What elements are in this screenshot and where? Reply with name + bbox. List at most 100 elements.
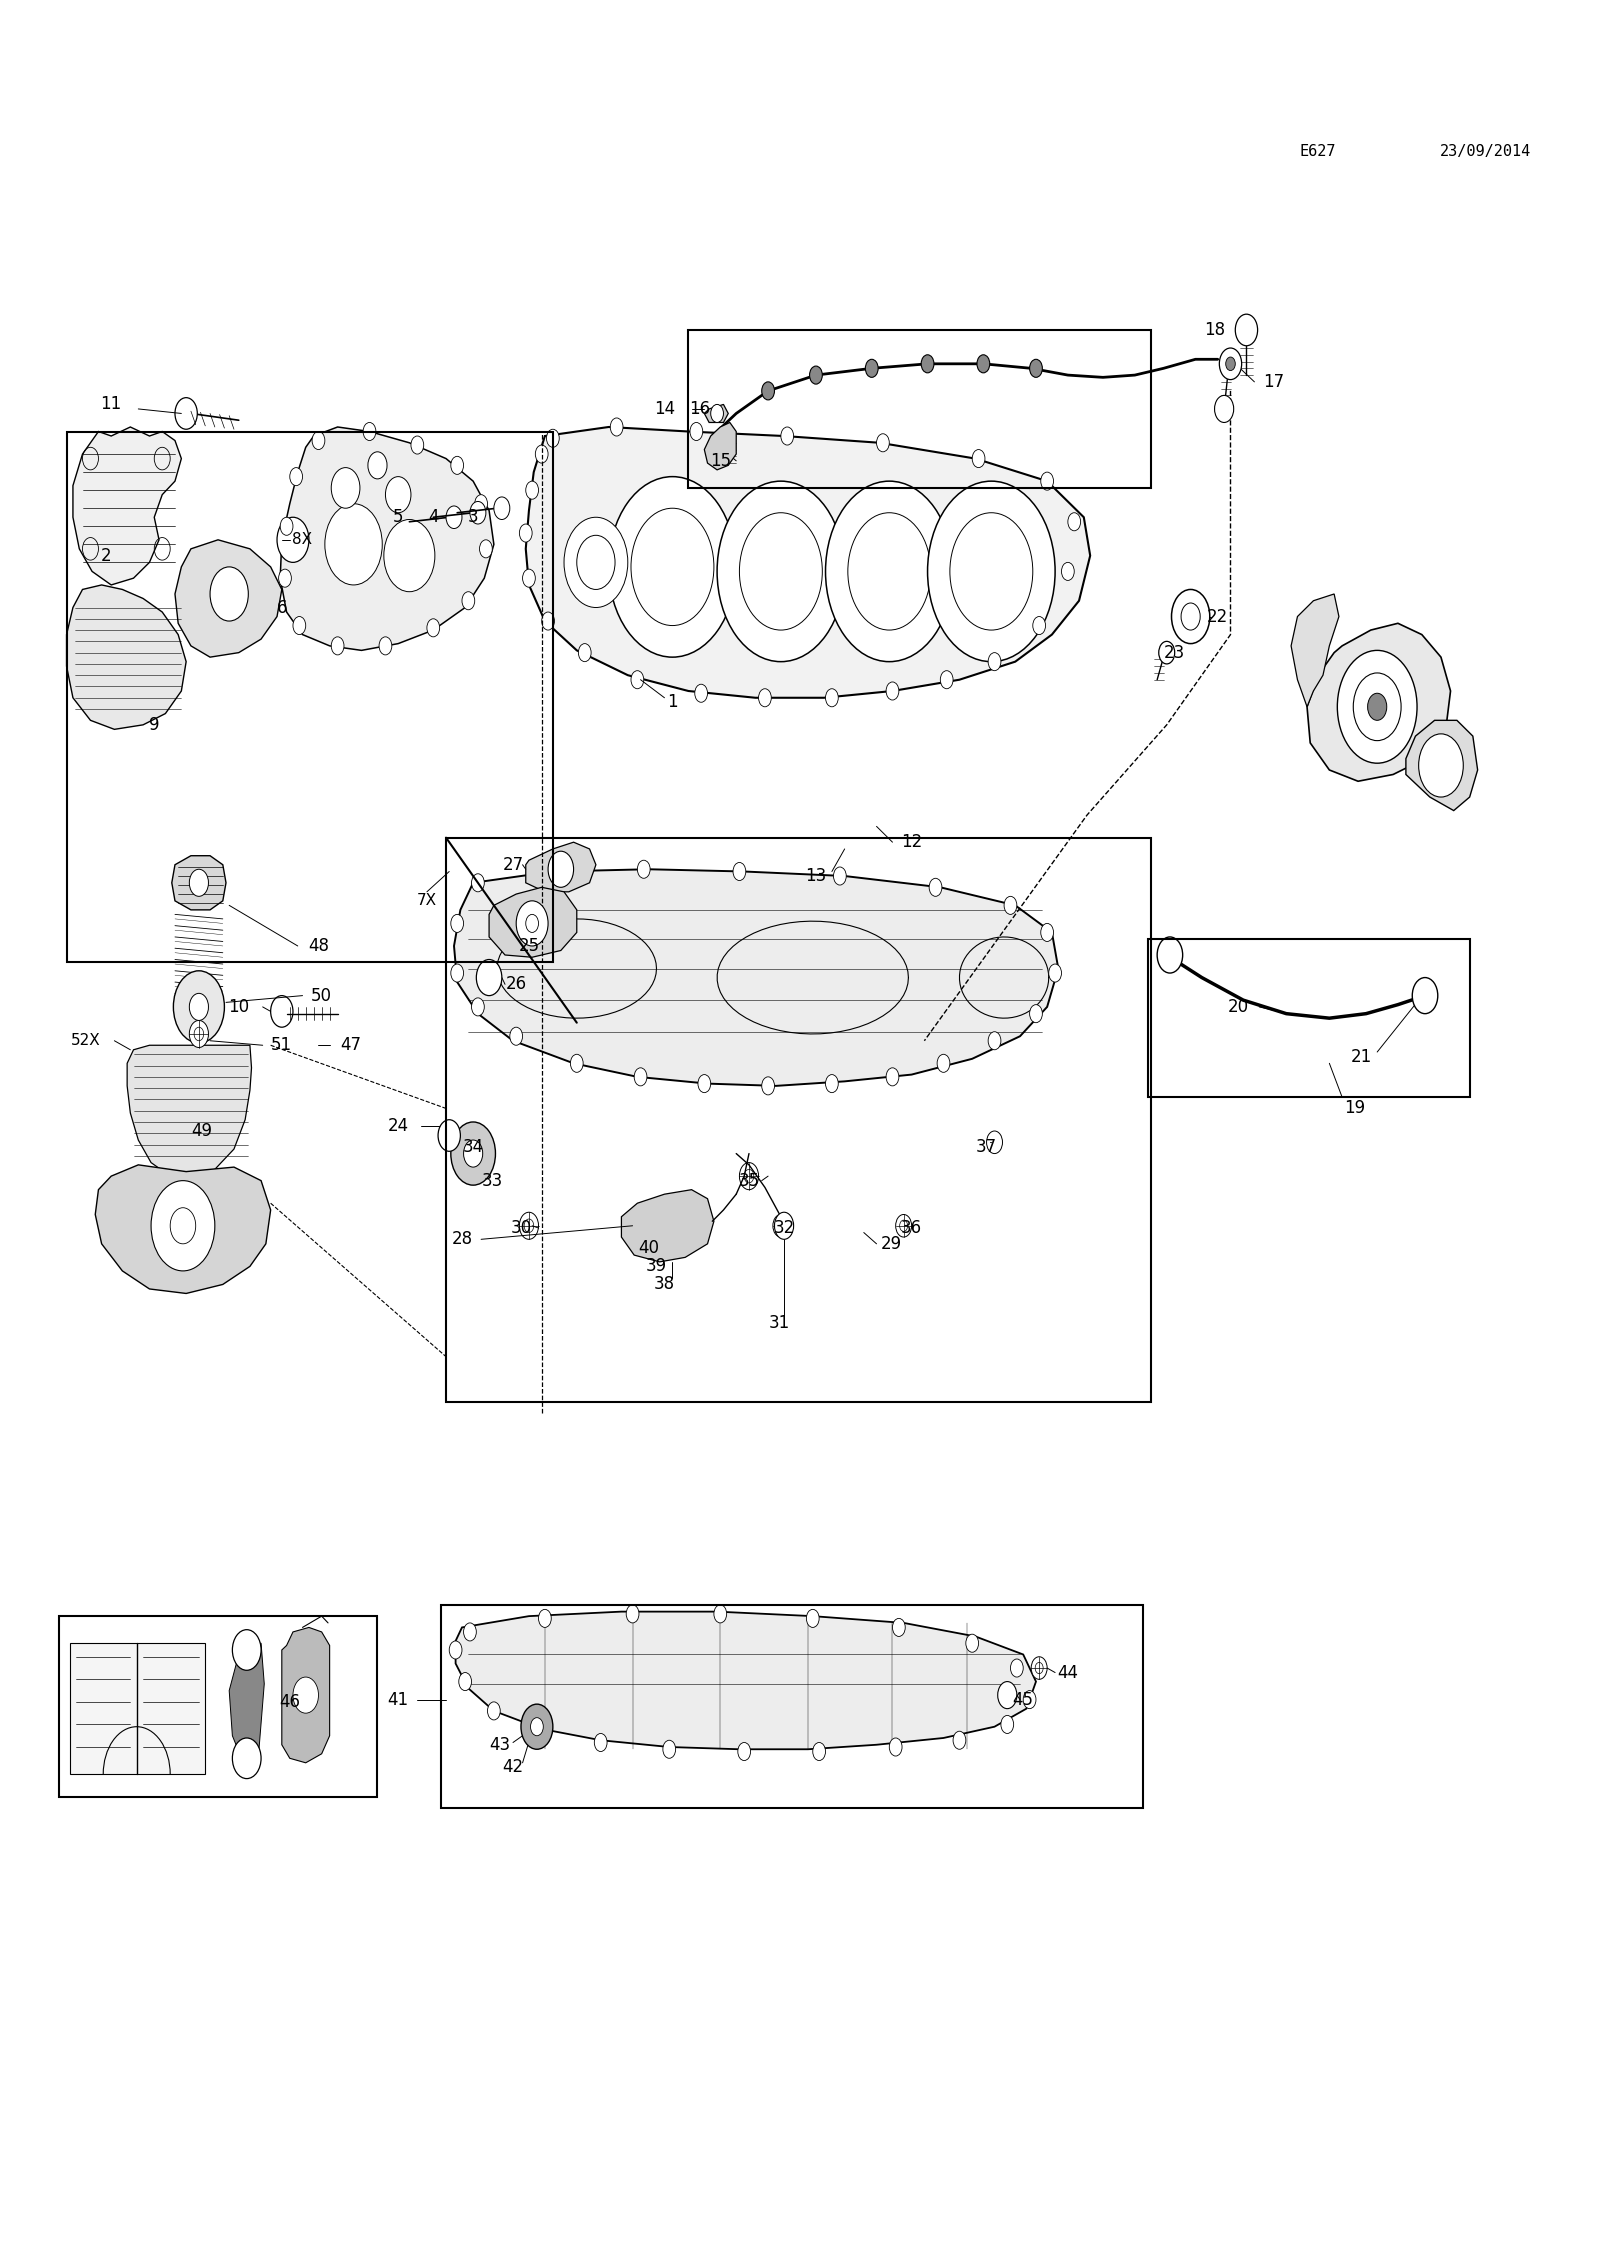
- Circle shape: [877, 434, 890, 452]
- Circle shape: [464, 1140, 483, 1167]
- Circle shape: [312, 432, 325, 450]
- Bar: [446, 837, 1150, 1402]
- Circle shape: [277, 518, 309, 563]
- Circle shape: [174, 398, 197, 430]
- Circle shape: [331, 468, 360, 509]
- Circle shape: [488, 1701, 501, 1719]
- Text: 22: 22: [1206, 608, 1229, 627]
- Circle shape: [848, 513, 931, 631]
- Circle shape: [978, 355, 990, 373]
- Bar: [67, 432, 554, 961]
- Circle shape: [1035, 1663, 1043, 1674]
- Polygon shape: [1307, 624, 1451, 780]
- Circle shape: [938, 1054, 950, 1072]
- Text: 50: 50: [310, 986, 333, 1004]
- Circle shape: [744, 1169, 754, 1183]
- Text: 49: 49: [192, 1122, 213, 1140]
- Text: 4: 4: [429, 509, 438, 527]
- Text: 12: 12: [901, 832, 922, 851]
- Circle shape: [1181, 604, 1200, 631]
- Polygon shape: [704, 423, 736, 470]
- Circle shape: [379, 638, 392, 656]
- Circle shape: [733, 862, 746, 880]
- Circle shape: [886, 1068, 899, 1086]
- Circle shape: [1061, 563, 1074, 581]
- Circle shape: [1354, 672, 1402, 740]
- Circle shape: [690, 423, 702, 441]
- Circle shape: [1040, 473, 1053, 491]
- Text: 19: 19: [1344, 1099, 1365, 1117]
- Circle shape: [470, 502, 486, 525]
- Bar: [688, 330, 1150, 489]
- Text: 52X: 52X: [70, 1034, 101, 1047]
- Polygon shape: [171, 855, 226, 909]
- Circle shape: [331, 638, 344, 656]
- Text: 1: 1: [667, 692, 678, 710]
- Circle shape: [1419, 733, 1464, 796]
- Polygon shape: [229, 1642, 264, 1767]
- Circle shape: [1002, 1715, 1014, 1733]
- Circle shape: [762, 1077, 774, 1095]
- Polygon shape: [704, 405, 728, 423]
- Text: E627: E627: [1299, 145, 1336, 158]
- Circle shape: [526, 482, 539, 500]
- Circle shape: [714, 1604, 726, 1622]
- Text: 13: 13: [805, 866, 827, 884]
- Text: 21: 21: [1350, 1047, 1371, 1065]
- Text: 42: 42: [502, 1758, 523, 1776]
- Text: 45: 45: [1013, 1690, 1034, 1708]
- Circle shape: [717, 482, 845, 663]
- Circle shape: [451, 914, 464, 932]
- Polygon shape: [456, 1611, 1035, 1749]
- Text: 43: 43: [490, 1735, 510, 1753]
- Circle shape: [630, 672, 643, 688]
- Circle shape: [930, 878, 942, 896]
- Circle shape: [270, 995, 293, 1027]
- Circle shape: [774, 1212, 794, 1240]
- Text: 10: 10: [229, 998, 250, 1016]
- Circle shape: [480, 541, 493, 559]
- Circle shape: [542, 613, 555, 631]
- Polygon shape: [96, 1165, 270, 1294]
- Polygon shape: [454, 869, 1058, 1086]
- Circle shape: [826, 1074, 838, 1093]
- Circle shape: [954, 1730, 966, 1749]
- Polygon shape: [526, 428, 1090, 697]
- Circle shape: [739, 513, 822, 631]
- Circle shape: [494, 498, 510, 520]
- Circle shape: [547, 430, 560, 448]
- Circle shape: [899, 1219, 907, 1231]
- Circle shape: [738, 1742, 750, 1760]
- Circle shape: [626, 1604, 638, 1622]
- Text: 27: 27: [502, 855, 523, 873]
- Circle shape: [826, 482, 954, 663]
- Text: 35: 35: [739, 1172, 760, 1190]
- Circle shape: [189, 1020, 208, 1047]
- Circle shape: [520, 525, 533, 543]
- Circle shape: [989, 1031, 1002, 1050]
- Circle shape: [1214, 396, 1234, 423]
- Circle shape: [194, 1027, 203, 1041]
- Circle shape: [634, 1068, 646, 1086]
- Circle shape: [411, 437, 424, 455]
- Text: 39: 39: [646, 1258, 667, 1276]
- Circle shape: [438, 1120, 461, 1151]
- Text: 26: 26: [506, 975, 526, 993]
- Circle shape: [966, 1633, 979, 1651]
- Text: 15: 15: [710, 452, 731, 470]
- Circle shape: [576, 536, 614, 590]
- Circle shape: [637, 860, 650, 878]
- Circle shape: [698, 1074, 710, 1093]
- Text: 34: 34: [462, 1138, 483, 1156]
- Circle shape: [290, 468, 302, 486]
- Polygon shape: [621, 1190, 714, 1262]
- Circle shape: [922, 355, 934, 373]
- Polygon shape: [1406, 719, 1478, 810]
- Circle shape: [170, 1208, 195, 1244]
- Circle shape: [565, 518, 627, 608]
- Circle shape: [280, 518, 293, 536]
- Bar: [59, 1615, 378, 1796]
- Circle shape: [630, 509, 714, 627]
- Circle shape: [525, 1219, 534, 1233]
- Text: 46: 46: [280, 1692, 301, 1710]
